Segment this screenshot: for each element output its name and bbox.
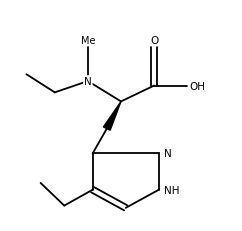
Text: O: O	[150, 36, 158, 46]
Text: Me: Me	[81, 36, 95, 46]
Text: N: N	[164, 149, 171, 159]
Polygon shape	[103, 102, 121, 131]
Text: N: N	[84, 77, 92, 87]
Text: NH: NH	[164, 185, 179, 195]
Text: OH: OH	[189, 81, 205, 91]
